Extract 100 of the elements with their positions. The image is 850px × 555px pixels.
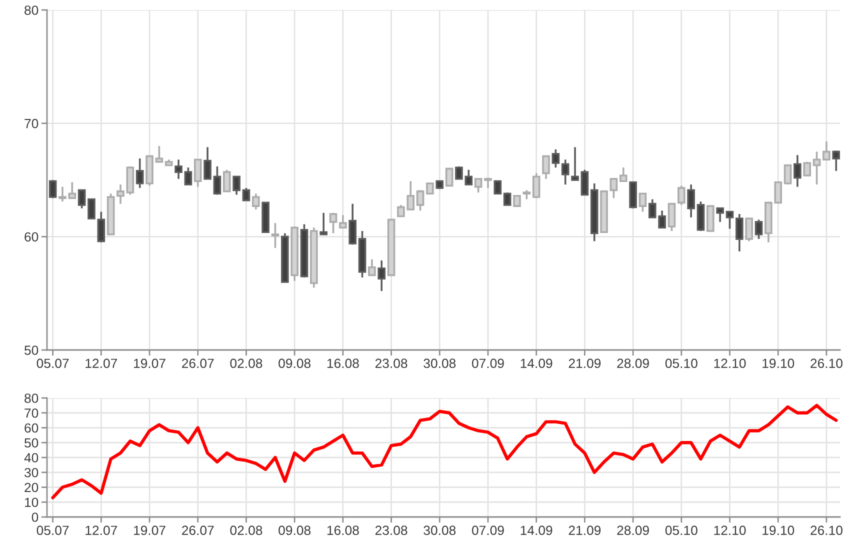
x-tick-label: 19.10 <box>762 526 794 536</box>
y-tick-label: 30 <box>24 468 38 478</box>
candlestick <box>503 192 512 206</box>
candlestick <box>136 158 144 189</box>
x-tick-label: 21.09 <box>568 358 601 368</box>
candlestick <box>803 160 812 176</box>
candlestick <box>484 176 492 189</box>
x-tick-label: 14.09 <box>520 526 552 536</box>
x-tick-label: 21.09 <box>568 526 601 536</box>
candlestick <box>716 207 724 223</box>
y-tick-label: 80 <box>24 6 38 15</box>
candlestick <box>222 168 231 192</box>
x-tick-label: 26.07 <box>182 526 214 536</box>
x-tick-label: 28.09 <box>617 358 649 368</box>
candlestick <box>571 146 579 181</box>
candlestick <box>736 213 744 252</box>
candlestick <box>561 158 570 186</box>
y-tick-label: 40 <box>24 453 38 462</box>
x-tick-label: 09.08 <box>278 358 311 368</box>
y-tick-label: 70 <box>24 118 38 128</box>
candlestick <box>116 184 124 205</box>
candlestick <box>271 222 280 249</box>
x-tick-label: 05.07 <box>36 526 69 536</box>
x-tick-label: 19.07 <box>134 358 166 368</box>
candlestick <box>204 146 212 180</box>
x-tick-label: 12.07 <box>86 526 118 536</box>
y-tick-label: 50 <box>24 346 38 355</box>
candlestick <box>726 210 734 230</box>
candlestick <box>687 184 695 218</box>
candlestick <box>416 189 424 212</box>
line-series <box>51 404 838 500</box>
y-tick-label: 70 <box>24 408 38 418</box>
candlestick <box>542 155 550 180</box>
candlestick <box>638 192 647 213</box>
candlestick <box>184 166 192 186</box>
x-tick-label: 30.08 <box>424 358 456 368</box>
candlestick <box>522 189 531 200</box>
candlestick <box>252 192 260 210</box>
x-tick-label: 26.10 <box>810 526 842 536</box>
x-tick-label: 12.10 <box>714 358 746 368</box>
x-tick-label: 05.10 <box>665 358 698 368</box>
candlestick <box>213 165 222 196</box>
candlestick <box>194 158 202 188</box>
candlestick <box>822 140 830 161</box>
x-tick-label: 05.10 <box>665 526 698 536</box>
y-tick-label: 50 <box>24 438 38 448</box>
x-tick-label: 23.08 <box>375 526 408 536</box>
candlestick <box>754 218 763 240</box>
candlestick <box>348 202 356 246</box>
x-tick-label: 19.10 <box>762 358 794 368</box>
candlestick <box>329 212 338 234</box>
x-tick-label: 30.08 <box>424 526 456 536</box>
y-tick-label: 60 <box>24 232 38 242</box>
candlestick <box>378 260 386 292</box>
candlestick <box>445 168 454 187</box>
x-tick-label: 07.09 <box>472 358 504 368</box>
candlestick <box>174 158 182 180</box>
candlestick <box>368 258 376 276</box>
x-tick-label: 07.09 <box>472 526 504 536</box>
candlestick <box>812 150 821 186</box>
candlestick <box>794 154 802 188</box>
candlestick <box>155 145 164 163</box>
candlestick <box>832 150 840 172</box>
candlestick <box>513 194 521 207</box>
x-tick-label: 02.08 <box>230 358 262 368</box>
candlestick <box>580 168 589 196</box>
candlestick <box>552 148 560 168</box>
x-tick-label: 14.09 <box>520 358 552 368</box>
x-tick-label: 28.09 <box>617 526 649 536</box>
candlestick <box>78 189 86 210</box>
candlestick <box>610 178 618 200</box>
candlestick <box>494 180 502 195</box>
candlestick <box>668 202 676 232</box>
candlestick <box>619 166 628 182</box>
x-tick-label: 26.10 <box>810 358 842 368</box>
candlestick <box>474 178 482 194</box>
y-tick-label: 10 <box>25 498 38 508</box>
candlestick <box>320 212 328 236</box>
candlestick <box>745 218 753 242</box>
candlestick <box>339 214 347 229</box>
x-tick-label: 16.08 <box>327 358 359 368</box>
candlestick <box>426 182 434 195</box>
y-tick-label: 60 <box>24 423 38 433</box>
x-tick-label: 26.07 <box>182 358 214 368</box>
y-tick-label: 0 <box>32 512 38 522</box>
x-tick-label: 19.07 <box>134 526 166 536</box>
x-tick-label: 02.08 <box>230 526 262 536</box>
candlestick <box>532 172 540 200</box>
candlestick <box>48 179 57 200</box>
candlestick <box>242 187 250 202</box>
x-tick-label: 16.08 <box>327 526 359 536</box>
candlestick <box>232 176 240 196</box>
candlestick <box>88 198 96 220</box>
candlestick <box>97 210 106 244</box>
x-tick-label: 05.07 <box>36 358 69 368</box>
candlestick <box>677 184 686 206</box>
x-tick-label: 23.08 <box>375 358 408 368</box>
candlestick <box>784 164 792 186</box>
x-tick-label: 12.07 <box>86 358 118 368</box>
x-tick-label: 12.10 <box>714 526 746 536</box>
